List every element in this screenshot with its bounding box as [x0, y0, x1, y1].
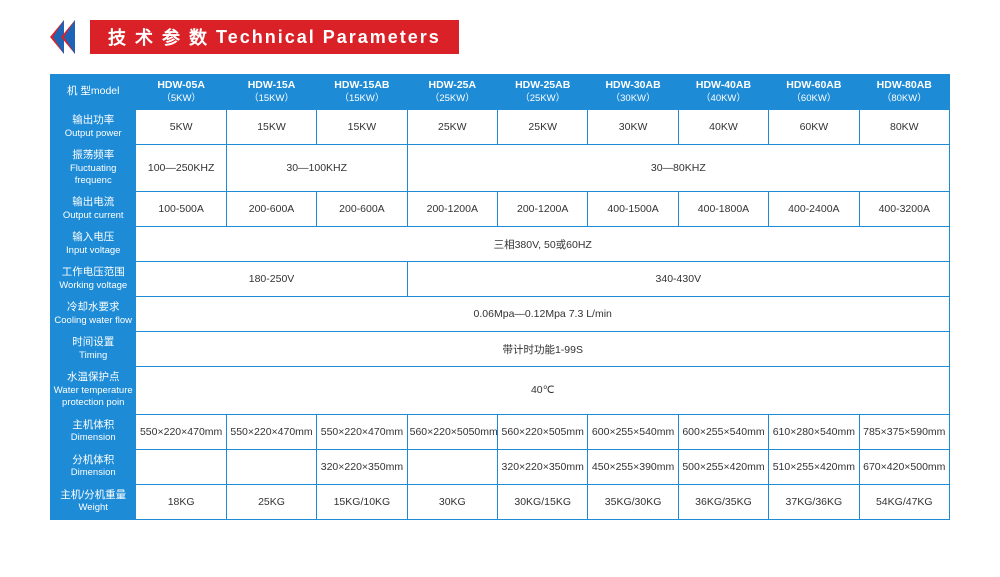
label-fluct-freq: 振荡频率Fluctuating frequenc — [51, 144, 136, 191]
cell: 510×255×420mm — [769, 449, 859, 484]
title-banner: 技 术 参 数 Technical Parameters — [50, 20, 950, 54]
label-cooling: 冷却水要求Cooling water flow — [51, 297, 136, 332]
cell: 30KW — [588, 109, 678, 144]
cell: 670×420×500mm — [859, 449, 949, 484]
header-col-7: HDW-60AB（60KW） — [769, 75, 859, 110]
cell: 40℃ — [136, 367, 950, 414]
cell: 180-250V — [136, 262, 407, 297]
cell: 0.06Mpa—0.12Mpa 7.3 L/min — [136, 297, 950, 332]
cell: 15KW — [317, 109, 407, 144]
cell: 15KW — [226, 109, 316, 144]
banner-cn: 技 术 参 数 — [108, 24, 209, 50]
header-col-1: HDW-15A（15KW） — [226, 75, 316, 110]
cell: 80KW — [859, 109, 949, 144]
cell: 40KW — [678, 109, 768, 144]
row-input-voltage: 输入电压Input voltage 三相380V, 50或60HZ — [51, 227, 950, 262]
cell: 560×220×505mm — [498, 414, 588, 449]
label-weight: 主机/分机重量Weight — [51, 484, 136, 519]
row-dimension1: 主机体积Dimension 550×220×470mm 550×220×470m… — [51, 414, 950, 449]
cell: 37KG/36KG — [769, 484, 859, 519]
header-row: 机 型model HDW-05A（5KW） HDW-15A（15KW） HDW-… — [51, 75, 950, 110]
header-col-2: HDW-15AB（15KW） — [317, 75, 407, 110]
cell: 600×255×540mm — [588, 414, 678, 449]
cell: 550×220×470mm — [136, 414, 226, 449]
header-col-3: HDW-25A（25KW） — [407, 75, 497, 110]
row-fluct-freq: 振荡频率Fluctuating frequenc 100—250KHZ 30—1… — [51, 144, 950, 191]
header-col-0: HDW-05A（5KW） — [136, 75, 226, 110]
cell: 100-500A — [136, 192, 226, 227]
cell: 200-600A — [226, 192, 316, 227]
cell: 550×220×470mm — [226, 414, 316, 449]
cell: 400-2400A — [769, 192, 859, 227]
header-col-4: HDW-25AB（25KW） — [498, 75, 588, 110]
cell: 60KW — [769, 109, 859, 144]
cell: 30KG/15KG — [498, 484, 588, 519]
cell: 450×255×390mm — [588, 449, 678, 484]
label-working-voltage: 工作电压范围Working voltage — [51, 262, 136, 297]
label-dimension2: 分机体积Dimension — [51, 449, 136, 484]
cell: 200-1200A — [498, 192, 588, 227]
cell: 54KG/47KG — [859, 484, 949, 519]
cell: 30KG — [407, 484, 497, 519]
banner-en: Technical Parameters — [216, 27, 441, 48]
cell: 带计时功能1-99S — [136, 332, 950, 367]
params-table: 机 型model HDW-05A（5KW） HDW-15A（15KW） HDW-… — [50, 74, 950, 520]
cell: 30—80KHZ — [407, 144, 949, 191]
label-water-temp: 水温保护点Water temperature protection poin — [51, 367, 136, 414]
row-water-temp: 水温保护点Water temperature protection poin 4… — [51, 367, 950, 414]
cell: 15KG/10KG — [317, 484, 407, 519]
cell: 35KG/30KG — [588, 484, 678, 519]
cell — [226, 449, 316, 484]
cell: 340-430V — [407, 262, 949, 297]
row-timing: 时间设置Timing 带计时功能1-99S — [51, 332, 950, 367]
header-col-5: HDW-30AB（30KW） — [588, 75, 678, 110]
label-output-power: 输出功率Output power — [51, 109, 136, 144]
cell: 500×255×420mm — [678, 449, 768, 484]
cell: 320×220×350mm — [317, 449, 407, 484]
cell: 18KG — [136, 484, 226, 519]
row-working-voltage: 工作电压范围Working voltage 180-250V 340-430V — [51, 262, 950, 297]
label-dimension1: 主机体积Dimension — [51, 414, 136, 449]
cell: 400-1800A — [678, 192, 768, 227]
label-input-voltage: 输入电压Input voltage — [51, 227, 136, 262]
cell — [136, 449, 226, 484]
header-col-6: HDW-40AB（40KW） — [678, 75, 768, 110]
cell: 36KG/35KG — [678, 484, 768, 519]
row-output-power: 输出功率Output power 5KW 15KW 15KW 25KW 25KW… — [51, 109, 950, 144]
cell: 三相380V, 50或60HZ — [136, 227, 950, 262]
cell: 320×220×350mm — [498, 449, 588, 484]
cell: 100—250KHZ — [136, 144, 226, 191]
cell: 785×375×590mm — [859, 414, 949, 449]
cell: 200-1200A — [407, 192, 497, 227]
banner-chevron-icon — [50, 20, 90, 54]
row-cooling: 冷却水要求Cooling water flow 0.06Mpa—0.12Mpa … — [51, 297, 950, 332]
cell: 550×220×470mm — [317, 414, 407, 449]
cell — [407, 449, 497, 484]
label-timing: 时间设置Timing — [51, 332, 136, 367]
cell: 610×280×540mm — [769, 414, 859, 449]
header-col-8: HDW-80AB（80KW） — [859, 75, 949, 110]
row-dimension2: 分机体积Dimension 320×220×350mm 320×220×350m… — [51, 449, 950, 484]
cell: 5KW — [136, 109, 226, 144]
cell: 400-3200A — [859, 192, 949, 227]
cell: 200-600A — [317, 192, 407, 227]
label-output-current: 输出电流Output current — [51, 192, 136, 227]
cell: 600×255×540mm — [678, 414, 768, 449]
cell: 25KW — [407, 109, 497, 144]
cell: 560×220×5050mm — [407, 414, 497, 449]
header-model: 机 型model — [51, 75, 136, 110]
cell: 25KW — [498, 109, 588, 144]
cell: 400-1500A — [588, 192, 678, 227]
row-output-current: 输出电流Output current 100-500A 200-600A 200… — [51, 192, 950, 227]
row-weight: 主机/分机重量Weight 18KG 25KG 15KG/10KG 30KG 3… — [51, 484, 950, 519]
cell: 30—100KHZ — [226, 144, 407, 191]
cell: 25KG — [226, 484, 316, 519]
